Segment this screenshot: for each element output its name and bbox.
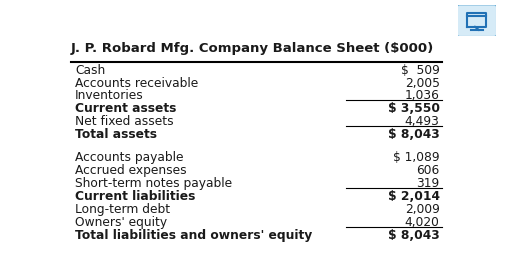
Text: 4,493: 4,493 bbox=[404, 115, 439, 128]
Text: $ 8,043: $ 8,043 bbox=[387, 128, 439, 141]
FancyBboxPatch shape bbox=[456, 5, 496, 37]
Text: Total assets: Total assets bbox=[75, 128, 157, 141]
Text: 1,036: 1,036 bbox=[404, 89, 439, 103]
Text: $  509: $ 509 bbox=[400, 64, 439, 77]
Text: Current assets: Current assets bbox=[75, 103, 176, 115]
Text: $ 3,550: $ 3,550 bbox=[387, 103, 439, 115]
Text: Current liabilities: Current liabilities bbox=[75, 190, 195, 203]
Text: Accrued expenses: Accrued expenses bbox=[75, 164, 186, 177]
Text: Inventories: Inventories bbox=[75, 89, 143, 103]
Text: Accounts receivable: Accounts receivable bbox=[75, 77, 198, 89]
Text: Net fixed assets: Net fixed assets bbox=[75, 115, 173, 128]
Text: $ 8,043: $ 8,043 bbox=[387, 229, 439, 242]
Text: 319: 319 bbox=[416, 177, 439, 190]
Text: Long-term debt: Long-term debt bbox=[75, 203, 170, 216]
Text: $ 1,089: $ 1,089 bbox=[392, 151, 439, 164]
Text: J. P. Robard Mfg. Company Balance Sheet ($000): J. P. Robard Mfg. Company Balance Sheet … bbox=[71, 42, 433, 55]
Text: 4,020: 4,020 bbox=[404, 216, 439, 229]
Text: Owners' equity: Owners' equity bbox=[75, 216, 167, 229]
Text: 2,005: 2,005 bbox=[404, 77, 439, 89]
Text: Accounts payable: Accounts payable bbox=[75, 151, 183, 164]
Text: Short-term notes payable: Short-term notes payable bbox=[75, 177, 232, 190]
Text: Total liabilities and owners' equity: Total liabilities and owners' equity bbox=[75, 229, 312, 242]
Text: Cash: Cash bbox=[75, 64, 105, 77]
Text: 606: 606 bbox=[416, 164, 439, 177]
Text: $ 2,014: $ 2,014 bbox=[387, 190, 439, 203]
Text: 2,009: 2,009 bbox=[404, 203, 439, 216]
